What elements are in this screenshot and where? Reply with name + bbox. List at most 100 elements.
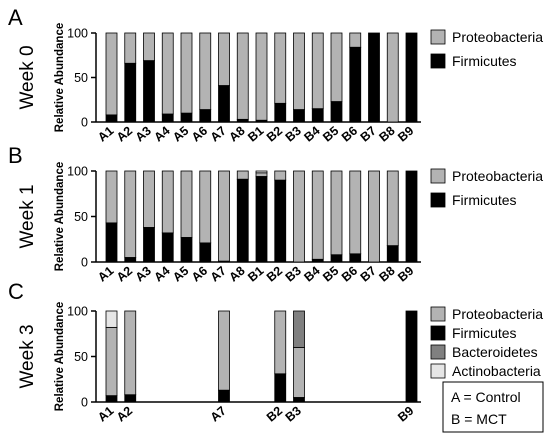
bar-segment-firmicutes-b2 [274, 373, 287, 403]
bar-segment-proteobacteria-a8 [236, 170, 249, 180]
x-tick-label: B9 [395, 264, 416, 285]
bar-segment-firmicutes-a8 [236, 118, 249, 123]
bar-segment-proteobacteria-a7 [218, 170, 230, 262]
bar-segment-firmicutes-b8 [386, 245, 399, 263]
legend-swatch-firmicutes [430, 53, 446, 69]
week-label: Week 3 [17, 324, 38, 388]
bar-segment-firmicutes-a4 [161, 232, 174, 263]
bar-segment-proteobacteria-b6 [349, 170, 362, 255]
bar-segment-proteobacteria-a2 [124, 310, 137, 396]
bar-segment-proteobacteria-b6 [349, 32, 362, 48]
bar-segment-proteobacteria-a8 [236, 32, 249, 120]
bar-segment-proteobacteria-a6 [199, 170, 212, 244]
x-tick-label: A7 [208, 404, 229, 425]
bar-segment-firmicutes-a6 [199, 109, 212, 123]
y-tick-label: 0 [81, 396, 88, 410]
bar-segment-proteobacteria-a1 [105, 326, 118, 397]
bar-segment-actinobacteria-a1 [105, 310, 118, 328]
bar-segment-proteobacteria-a5 [180, 170, 193, 238]
bar-segment-firmicutes-a1 [105, 222, 118, 263]
bar-segment-proteobacteria-b8 [386, 170, 399, 247]
bar-segment-firmicutes-b4 [311, 108, 324, 123]
bar-segment-proteobacteria-b2 [274, 310, 287, 375]
key-mct: B = MCT [451, 411, 507, 427]
y-tick-label: 0 [81, 256, 88, 270]
group-key: A = Control B = MCT [442, 381, 544, 433]
bar-segment-actinobacteria-b1 [255, 170, 268, 174]
bar-segment-firmicutes-b5 [330, 254, 343, 263]
bar-segment-proteobacteria-a6 [199, 32, 212, 110]
legend-label-firmicutes: Firmicutes [452, 192, 517, 208]
bar-segment-firmicutes-b6 [349, 253, 362, 263]
panel-letter: B [8, 143, 23, 168]
bar-segment-proteobacteria-a7 [218, 32, 230, 86]
bar-segment-proteobacteria-a2 [124, 32, 137, 64]
bar-segment-proteobacteria-b8 [386, 32, 399, 123]
legend-label-bacteroidetes: Bacteroidetes [452, 344, 538, 360]
y-axis-title: Relative Abundance [54, 162, 66, 272]
bar-segment-firmicutes-a7 [218, 85, 230, 123]
bar-segment-firmicutes-a7 [218, 389, 230, 403]
week-label: Week 1 [17, 184, 38, 248]
bar-segment-firmicutes-b9 [405, 32, 418, 123]
bar-segment-proteobacteria-a7 [218, 310, 230, 391]
legend-label-proteobacteria: Proteobacteria [452, 168, 543, 184]
x-tick-label: B9 [395, 124, 416, 145]
bar-segment-proteobacteria-b5 [330, 32, 343, 102]
bar-segment-proteobacteria-b3 [293, 170, 305, 263]
bar-segment-proteobacteria-a4 [161, 32, 174, 115]
week-label: Week 0 [17, 45, 38, 109]
bar-segment-proteobacteria-b2 [274, 170, 287, 181]
x-tick-label: B3 [283, 404, 304, 425]
bar-segment-firmicutes-a3 [143, 60, 155, 123]
legend-swatch-proteobacteria [430, 29, 446, 45]
bar-segment-firmicutes-b3 [293, 109, 305, 123]
key-control: A = Control [451, 389, 521, 405]
y-tick-label: 50 [74, 210, 88, 224]
bar-segment-firmicutes-a8 [236, 178, 249, 263]
legend-label-firmicutes: Firmicutes [452, 53, 517, 69]
bar-segment-firmicutes-b2 [274, 102, 287, 123]
bar-segment-firmicutes-a2 [124, 62, 137, 123]
bar-segment-firmicutes-a3 [143, 227, 155, 263]
bar-segment-firmicutes-b2 [274, 179, 287, 263]
bar-segment-firmicutes-a1 [105, 114, 118, 123]
bar-segment-firmicutes-a2 [124, 394, 137, 403]
bar-segment-firmicutes-a4 [161, 113, 174, 123]
bar-segment-firmicutes-a2 [124, 257, 137, 263]
bar-segment-firmicutes-b9 [405, 170, 418, 263]
x-tick-label: A2 [114, 404, 135, 425]
bar-segment-proteobacteria-b4 [311, 170, 324, 260]
bar-segment-proteobacteria-a3 [143, 32, 155, 61]
bar-segment-proteobacteria-b1 [255, 172, 268, 177]
bar-segment-proteobacteria-a3 [143, 170, 155, 228]
bar-segment-firmicutes-b9 [405, 310, 418, 403]
y-tick-label: 0 [81, 116, 88, 130]
bar-segment-firmicutes-b1 [255, 176, 268, 263]
x-tick-label: B9 [395, 404, 416, 425]
bar-segment-proteobacteria-a1 [105, 170, 118, 224]
legend-swatch-actinobacteria [430, 363, 446, 379]
legend-label-actinobacteria: Actinobacteria [452, 363, 541, 379]
legend-swatch-proteobacteria [430, 168, 446, 184]
bar-segment-firmicutes-a6 [199, 242, 212, 263]
bar-segment-proteobacteria-b3 [293, 346, 305, 398]
bar-segment-proteobacteria-a1 [105, 32, 118, 116]
y-tick-label: 50 [74, 350, 88, 364]
bar-segment-proteobacteria-b5 [330, 170, 343, 256]
legend-label-proteobacteria: Proteobacteria [452, 306, 543, 322]
legend-label-proteobacteria: Proteobacteria [452, 29, 543, 45]
y-axis-title: Relative Abundance [54, 302, 66, 412]
legend-swatch-proteobacteria [430, 306, 446, 322]
bar-segment-firmicutes-a5 [180, 112, 193, 123]
panel-letter: A [8, 5, 23, 30]
y-axis-title: Relative Abundance [54, 23, 66, 133]
bar-segment-firmicutes-b6 [349, 46, 362, 123]
y-tick-label: 100 [67, 305, 88, 319]
y-tick-label: 100 [67, 165, 88, 179]
bar-segment-firmicutes-a5 [180, 237, 193, 263]
panel-letter: C [8, 279, 24, 304]
